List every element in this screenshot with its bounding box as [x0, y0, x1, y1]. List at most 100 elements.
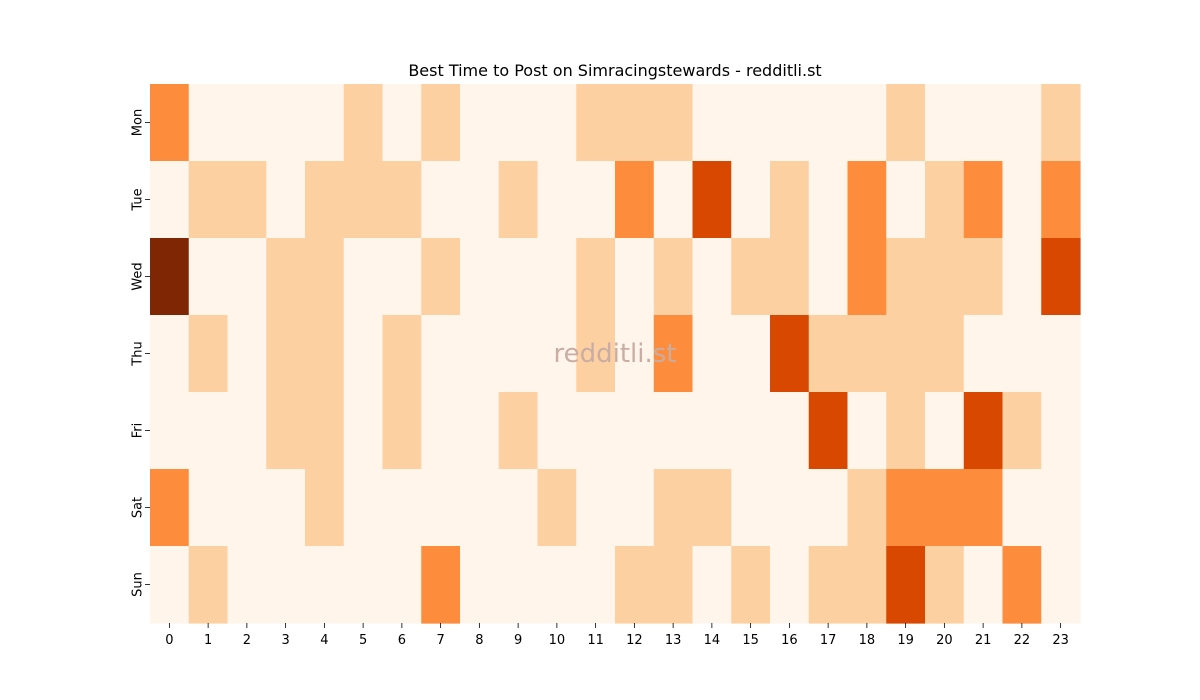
heatmap-cell-wed-2 — [227, 238, 267, 316]
heatmap-cell-sat-18 — [847, 469, 887, 547]
heatmap-cell-sun-6 — [382, 546, 422, 624]
heatmap-cell-sat-12 — [615, 469, 655, 547]
heatmap-cell-tue-12 — [615, 161, 655, 239]
heatmap-cell-mon-2 — [227, 84, 267, 162]
heatmap-cell-thu-19 — [886, 315, 926, 393]
heatmap-cell-sat-23 — [1041, 469, 1081, 547]
heatmap-cell-sat-22 — [1002, 469, 1042, 547]
heatmap-cell-fri-9 — [498, 392, 539, 470]
heatmap-cell-fri-2 — [227, 392, 267, 470]
heatmap-cell-mon-1 — [188, 84, 229, 162]
heatmap-cell-sat-0 — [150, 469, 190, 547]
x-tick-label: 7 — [436, 633, 444, 648]
heatmap-cell-wed-15 — [731, 238, 771, 316]
heatmap-cell-wed-18 — [847, 238, 887, 316]
heatmap-cell-sat-15 — [731, 469, 771, 547]
heatmap-cell-thu-3 — [266, 315, 306, 393]
x-tick-label: 15 — [742, 633, 759, 648]
heatmap-cell-thu-18 — [847, 315, 887, 393]
heatmap-cell-mon-6 — [382, 84, 422, 162]
heatmap-cell-sat-2 — [227, 469, 267, 547]
x-tick-label: 20 — [936, 633, 953, 648]
heatmap-cell-wed-1 — [188, 238, 229, 316]
heatmap-cell-tue-19 — [886, 161, 926, 239]
heatmap-cell-wed-16 — [770, 238, 810, 316]
x-tick-label: 8 — [475, 633, 483, 648]
heatmap-cell-sat-19 — [886, 469, 926, 547]
heatmap-cell-mon-22 — [1002, 84, 1042, 162]
x-tick-label: 3 — [281, 633, 289, 648]
heatmap-cell-sat-6 — [382, 469, 422, 547]
heatmap-cell-wed-17 — [808, 238, 849, 316]
heatmap-cell-fri-11 — [576, 392, 616, 470]
heatmap-cell-wed-8 — [460, 238, 500, 316]
heatmap-cell-sun-17 — [808, 546, 849, 624]
heatmap-cell-sat-16 — [770, 469, 810, 547]
heatmap-cell-wed-0 — [150, 238, 190, 316]
x-tick-label: 21 — [975, 633, 992, 648]
heatmap-cell-sat-21 — [963, 469, 1004, 547]
heatmap-cell-wed-20 — [925, 238, 965, 316]
heatmap-cell-sun-20 — [925, 546, 965, 624]
heatmap-cell-fri-14 — [692, 392, 732, 470]
chart-title: Best Time to Post on Simracingstewards -… — [408, 61, 821, 80]
heatmap-cell-mon-20 — [925, 84, 965, 162]
heatmap-cell-mon-3 — [266, 84, 306, 162]
heatmap-cell-thu-14 — [692, 315, 732, 393]
y-tick-label: Mon — [131, 109, 146, 136]
heatmap-cell-tue-10 — [537, 161, 577, 239]
heatmap-cell-mon-23 — [1041, 84, 1081, 162]
heatmap-cell-fri-12 — [615, 392, 655, 470]
heatmap-cell-thu-16 — [770, 315, 810, 393]
x-tick-label: 11 — [587, 633, 604, 648]
heatmap-cell-mon-18 — [847, 84, 887, 162]
heatmap-cell-thu-1 — [188, 315, 229, 393]
heatmap-cell-thu-21 — [963, 315, 1004, 393]
heatmap-cell-fri-5 — [343, 392, 384, 470]
x-tick-label: 0 — [165, 633, 173, 648]
heatmap-cell-mon-17 — [808, 84, 849, 162]
heatmap-cell-sun-22 — [1002, 546, 1042, 624]
heatmap-cell-sat-10 — [537, 469, 577, 547]
heatmap-cell-wed-5 — [343, 238, 384, 316]
heatmap-cell-sun-8 — [460, 546, 500, 624]
heatmap-cell-wed-12 — [615, 238, 655, 316]
heatmap-cell-sun-13 — [653, 546, 694, 624]
heatmap-cell-fri-8 — [460, 392, 500, 470]
heatmap-cell-mon-21 — [963, 84, 1004, 162]
heatmap-cell-thu-23 — [1041, 315, 1081, 393]
heatmap-cell-tue-22 — [1002, 161, 1042, 239]
heatmap-cell-sat-7 — [421, 469, 461, 547]
heatmap-cell-fri-13 — [653, 392, 694, 470]
heatmap-cell-tue-16 — [770, 161, 810, 239]
heatmap-cell-thu-4 — [305, 315, 345, 393]
heatmap-cell-mon-14 — [692, 84, 732, 162]
heatmap-cell-sat-1 — [188, 469, 229, 547]
heatmap-cell-thu-10 — [537, 315, 577, 393]
heatmap-cell-tue-13 — [653, 161, 694, 239]
heatmap-cell-sun-10 — [537, 546, 577, 624]
heatmap-cell-tue-4 — [305, 161, 345, 239]
heatmap-cell-tue-9 — [498, 161, 539, 239]
heatmap-cell-mon-19 — [886, 84, 926, 162]
heatmap-cell-mon-0 — [150, 84, 190, 162]
heatmap-cell-tue-15 — [731, 161, 771, 239]
heatmap-cell-mon-16 — [770, 84, 810, 162]
heatmap-cell-thu-20 — [925, 315, 965, 393]
heatmap-cell-sun-16 — [770, 546, 810, 624]
heatmap-cell-tue-17 — [808, 161, 849, 239]
heatmap-cell-mon-12 — [615, 84, 655, 162]
heatmap-cell-mon-11 — [576, 84, 616, 162]
y-tick-label: Thu — [131, 341, 146, 366]
heatmap-cell-sat-13 — [653, 469, 694, 547]
heatmap-cell-sat-3 — [266, 469, 306, 547]
heatmap-cell-fri-18 — [847, 392, 887, 470]
heatmap-cell-thu-12 — [615, 315, 655, 393]
heatmap-cell-wed-23 — [1041, 238, 1081, 316]
heatmap-cell-fri-22 — [1002, 392, 1042, 470]
heatmap-cell-sun-15 — [731, 546, 771, 624]
x-tick-label: 16 — [781, 633, 798, 648]
heatmap-cell-wed-3 — [266, 238, 306, 316]
heatmap-cell-tue-18 — [847, 161, 887, 239]
